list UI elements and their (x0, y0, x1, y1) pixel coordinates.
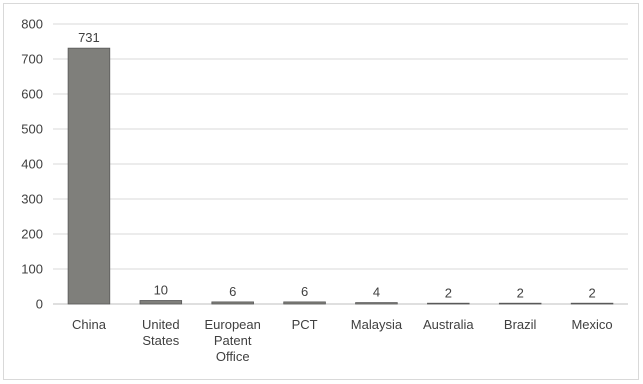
gridlines (53, 23, 628, 305)
data-label: 2 (517, 285, 524, 300)
x-tick-label-line: European (204, 317, 260, 332)
x-tick-label: PCT (292, 317, 318, 332)
y-axis-tick-labels: 0 100 200 300 400 500 600 700 800 (21, 17, 43, 312)
y-tick-label: 600 (21, 87, 43, 102)
bar (355, 302, 398, 305)
x-tick-label-line: Brazil (504, 317, 537, 332)
data-label: 6 (301, 284, 308, 299)
data-label: 6 (229, 284, 236, 299)
x-tick-label: Malaysia (351, 317, 403, 332)
y-tick-label: 400 (21, 157, 43, 172)
bar (283, 301, 326, 305)
x-axis-category-labels: China United States European Patent Office PCT… (72, 317, 613, 364)
x-tick-label-line: Australia (423, 317, 474, 332)
x-tick-label-line: United (142, 317, 180, 332)
bars (67, 47, 614, 305)
y-tick-label: 100 (21, 262, 43, 277)
data-label: 2 (445, 285, 452, 300)
y-tick-label: 500 (21, 122, 43, 137)
y-tick-label: 700 (21, 52, 43, 67)
bar (139, 300, 183, 305)
bar (570, 302, 614, 305)
x-tick-label: United States (142, 317, 180, 348)
x-tick-label-line: Mexico (571, 317, 612, 332)
data-label: 4 (373, 285, 380, 300)
x-tick-label: Brazil (504, 317, 537, 332)
bar (427, 302, 470, 305)
x-tick-label: Australia (423, 317, 474, 332)
x-tick-label-line: Malaysia (351, 317, 403, 332)
x-tick-label: Mexico (571, 317, 612, 332)
data-label: 731 (78, 30, 100, 45)
data-labels: 731 10 6 6 4 2 2 2 (78, 30, 596, 300)
x-tick-label-line: Office (216, 349, 250, 364)
y-tick-label: 300 (21, 192, 43, 207)
x-tick-label-line: PCT (292, 317, 318, 332)
data-label: 10 (154, 283, 168, 298)
x-tick-label-line: China (72, 317, 107, 332)
bar (211, 301, 254, 305)
bar (498, 302, 542, 305)
y-tick-label: 800 (21, 17, 43, 32)
data-label: 2 (588, 285, 595, 300)
x-tick-label: China (72, 317, 107, 332)
x-tick-label: European Patent Office (204, 317, 260, 364)
x-tick-label-line: States (142, 333, 179, 348)
y-tick-label: 200 (21, 227, 43, 242)
bar (67, 47, 111, 305)
x-tick-label-line: Patent (214, 333, 252, 348)
y-tick-label: 0 (36, 297, 43, 312)
